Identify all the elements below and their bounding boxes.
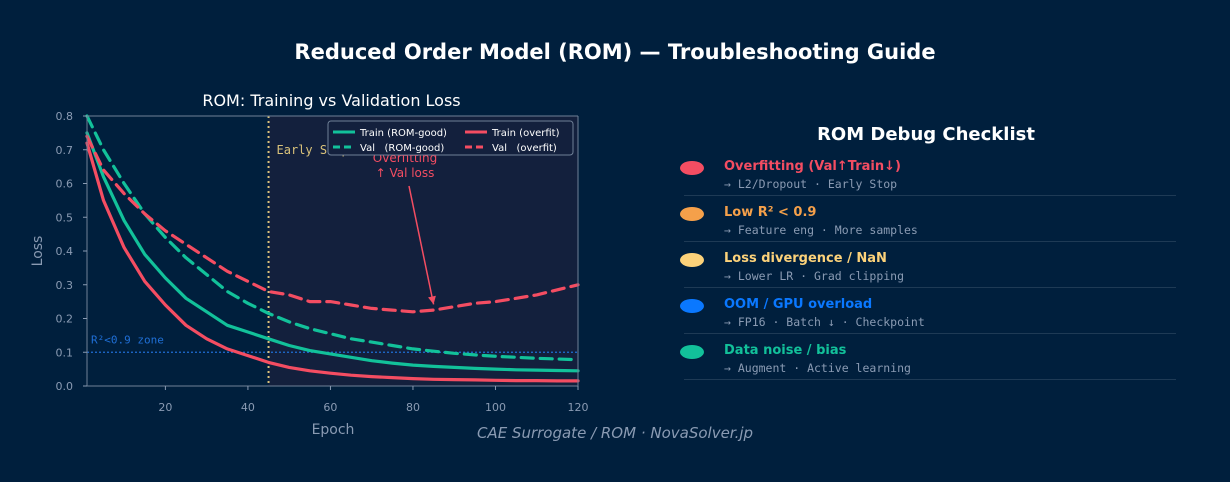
- page-title: Reduced Order Model (ROM) — Troubleshoot…: [294, 40, 936, 64]
- checklist-item-label: Low R² < 0.9: [724, 205, 817, 220]
- footer-credit: CAE Surrogate / ROM · NovaSolver.jp: [476, 424, 754, 442]
- status-dot-icon: [680, 161, 704, 175]
- divider: [684, 379, 1176, 380]
- r2-zone-label: R²<0.9 zone: [91, 333, 164, 346]
- x-axis-label: Epoch: [312, 422, 355, 438]
- series-line-3: [85, 134, 580, 314]
- series-line-1: [85, 114, 580, 362]
- divider: [684, 333, 1176, 334]
- checklist-item-desc: → Lower LR · Grad clipping: [724, 269, 905, 283]
- plot-area-post-stop: [268, 116, 578, 386]
- legend-label-0: Train (ROM-good): [359, 128, 447, 139]
- y-tick-label: 0.1: [56, 346, 74, 359]
- y-tick-label: 0.5: [56, 211, 74, 224]
- annotation-arrow-line: [408, 185, 435, 305]
- y-tick-label: 0.4: [56, 245, 74, 258]
- checklist-item-data-noise: Data noise / bias → Augment · Active lea…: [680, 338, 1176, 384]
- checklist-item-label: OOM / GPU overload: [724, 297, 873, 312]
- status-dot-icon: [680, 299, 704, 313]
- chart-title: ROM: Training vs Validation Loss: [202, 91, 460, 110]
- divider: [684, 195, 1176, 196]
- legend-box: [327, 120, 574, 156]
- checklist-item-label: Data noise / bias: [724, 343, 847, 358]
- debug-checklist: ROM Debug Checklist Overfitting (Val↑Tra…: [680, 124, 1180, 384]
- y-axis-label: Loss: [30, 236, 46, 267]
- checklist-item-desc: → FP16 · Batch ↓ · Checkpoint: [724, 315, 925, 329]
- checklist-item-overfitting: Overfitting (Val↑Train↓) → L2/Dropout · …: [680, 154, 1176, 200]
- checklist-item-low-r2: Low R² < 0.9 → Feature eng · More sample…: [680, 200, 1176, 246]
- series-line-0: [85, 131, 580, 373]
- y-tick-label: 0.2: [56, 313, 74, 326]
- annotation-arrow-head: [428, 295, 436, 305]
- checklist-title: ROM Debug Checklist: [817, 124, 1035, 145]
- divider: [684, 287, 1176, 288]
- status-dot-icon: [680, 207, 704, 221]
- annotation-overfitting-line2: ↑ Val loss: [376, 166, 435, 180]
- checklist-item-label: Overfitting (Val↑Train↓): [724, 159, 901, 174]
- x-tick-label: 60: [323, 401, 337, 414]
- y-tick-label: 0.0: [56, 380, 74, 393]
- status-dot-icon: [680, 253, 704, 267]
- checklist-item-desc: → L2/Dropout · Early Stop: [724, 177, 898, 191]
- x-tick-label: 120: [568, 401, 589, 414]
- legend-label-3: Val (overfit): [492, 143, 557, 154]
- legend-label-2: Train (overfit): [491, 128, 560, 139]
- x-tick-label: 80: [406, 401, 420, 414]
- x-tick-label: 100: [485, 401, 506, 414]
- checklist-item-loss-divergence: Loss divergence / NaN → Lower LR · Grad …: [680, 246, 1176, 292]
- checklist-item-oom: OOM / GPU overload → FP16 · Batch ↓ · Ch…: [680, 292, 1176, 338]
- legend-label-1: Val (ROM-good): [360, 143, 444, 154]
- checklist-item-desc: → Augment · Active learning: [724, 361, 911, 375]
- x-tick-label: 40: [241, 401, 255, 414]
- status-dot-icon: [680, 345, 704, 359]
- y-tick-label: 0.6: [56, 178, 74, 191]
- y-tick-label: 0.7: [56, 144, 74, 157]
- x-tick-label: 20: [158, 401, 172, 414]
- checklist-item-label: Loss divergence / NaN: [724, 251, 887, 266]
- y-tick-label: 0.3: [56, 279, 74, 292]
- y-tick-label: 0.8: [56, 110, 74, 123]
- checklist-item-desc: → Feature eng · More samples: [724, 223, 918, 237]
- divider: [684, 241, 1176, 242]
- series-line-2: [85, 141, 580, 383]
